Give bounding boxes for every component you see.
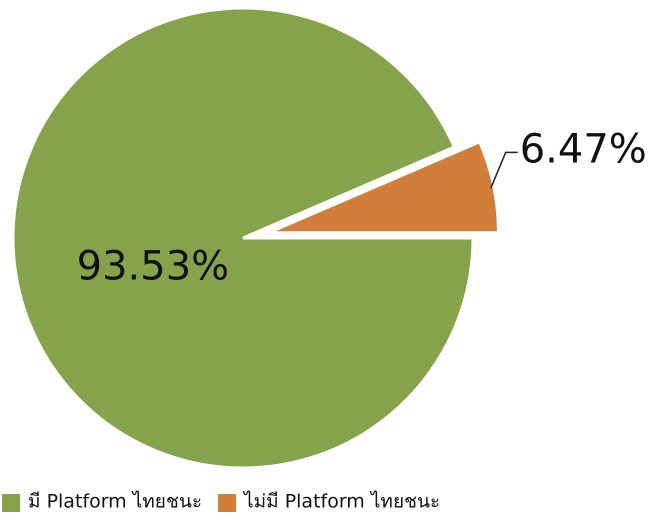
legend-swatch	[218, 494, 237, 512]
pie-slice	[11, 6, 475, 470]
pie-slice	[267, 139, 500, 235]
data-label: 93.53%	[77, 244, 230, 290]
legend-label: ไม่มี Platform ไทยชนะ	[242, 491, 440, 513]
leader-line	[490, 151, 518, 189]
data-label: 6.47%	[520, 126, 647, 172]
legend-swatch	[2, 494, 20, 512]
legend-label: มี Platform ไทยชนะ	[28, 491, 202, 513]
